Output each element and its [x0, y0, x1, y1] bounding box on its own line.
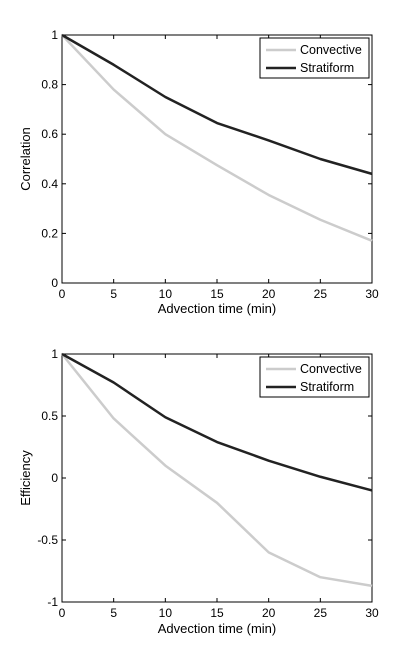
x-tick-label: 5 [110, 606, 117, 620]
x-axis-ticks: 0 5 10 15 20 25 30 [59, 354, 379, 620]
series-line-convective [61, 34, 373, 242]
x-tick-label: 10 [159, 287, 173, 301]
legend-label-convective: Convective [300, 362, 362, 376]
series-line-stratiform [61, 33, 373, 176]
series-line-stratiform [61, 352, 373, 492]
y-axis-ticks: -1 -0.5 0 0.5 1 [37, 347, 372, 609]
x-tick-label: 25 [314, 606, 328, 620]
x-tick-label: 0 [59, 606, 66, 620]
y-tick-label: -1 [47, 595, 58, 609]
y-tick-label: 0 [51, 276, 58, 290]
y-tick-label: 0.2 [41, 226, 58, 240]
legend-label-stratiform: Stratiform [300, 61, 354, 75]
x-axis-label: Advection time (min) [158, 301, 276, 316]
x-tick-label: 20 [262, 287, 276, 301]
x-axis-label: Advection time (min) [158, 621, 276, 636]
y-tick-label: 1 [51, 28, 58, 42]
y-axis-ticks: 0 0.2 0.4 0.6 0.8 1 [41, 28, 372, 290]
y-tick-label: 0 [51, 471, 58, 485]
efficiency-chart: 0 5 10 15 20 25 30 -1 -0.5 0 0.5 1 Advection time … [18, 347, 379, 636]
x-axis-ticks: 0 5 10 15 20 25 30 [59, 35, 379, 301]
y-tick-label: 0.8 [41, 78, 58, 92]
x-tick-label: 30 [365, 287, 379, 301]
series-lines [61, 33, 373, 242]
y-tick-label: 0.4 [41, 177, 58, 191]
legend-box [259, 37, 370, 79]
legend-box [259, 356, 370, 398]
x-tick-label: 10 [159, 606, 173, 620]
legend: Convective Stratiform [259, 37, 370, 79]
y-axis-label: Efficiency [18, 450, 33, 506]
y-tick-label: 0.5 [41, 409, 58, 423]
x-tick-label: 25 [314, 287, 328, 301]
x-tick-label: 15 [210, 287, 224, 301]
y-tick-label: 1 [51, 347, 58, 361]
x-tick-label: 30 [365, 606, 379, 620]
x-tick-label: 20 [262, 606, 276, 620]
y-tick-label: -0.5 [37, 533, 58, 547]
x-tick-label: 5 [110, 287, 117, 301]
series-line-convective [61, 353, 373, 588]
y-tick-label: 0.6 [41, 127, 58, 141]
y-axis-label: Correlation [18, 127, 33, 191]
correlation-chart: 0 5 10 15 20 25 30 0 0.2 0.4 0.6 0.8 1 Advection ti… [18, 28, 379, 316]
legend-label-stratiform: Stratiform [300, 380, 354, 394]
legend-label-convective: Convective [300, 43, 362, 57]
x-tick-label: 0 [59, 287, 66, 301]
series-lines [61, 352, 373, 588]
legend: Convective Stratiform [259, 356, 370, 398]
x-tick-label: 15 [210, 606, 224, 620]
